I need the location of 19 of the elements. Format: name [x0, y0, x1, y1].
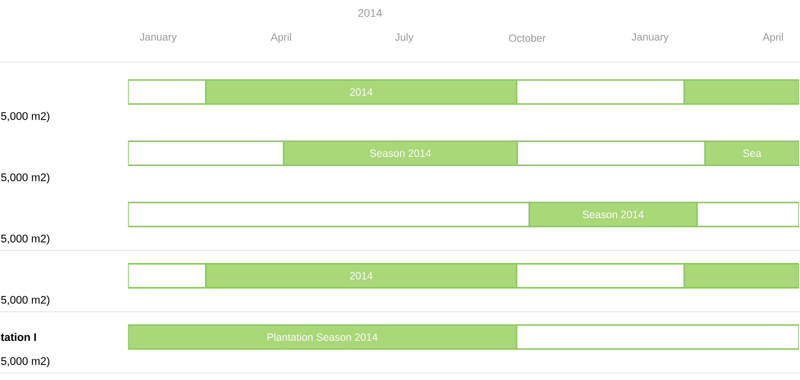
series-label: Season 2014 [370, 150, 431, 157]
text: July [395, 33, 414, 43]
y-tick-label: 5,000 m2) [1, 356, 50, 368]
text: tation I [0, 332, 36, 342]
y-tick-label: 5,000 m2) [1, 234, 50, 245]
text: Season 2014 [582, 210, 644, 218]
text: January [140, 33, 177, 43]
text: April [270, 33, 291, 43]
text: April [762, 33, 783, 43]
y-tick-label: 5,000 m2) [1, 112, 50, 122]
text: October [509, 34, 546, 42]
series-label: Sea [743, 150, 762, 157]
text: 2014 [358, 9, 382, 17]
y-tick-label: 5,000 m2) [1, 296, 50, 306]
text: 2014 [350, 272, 372, 280]
series-label: Plantation Season 2014 [268, 333, 378, 341]
series-label: 2014 [350, 88, 372, 96]
text: January [632, 33, 669, 43]
y-tick-label: 5,000 m2) [1, 173, 50, 184]
